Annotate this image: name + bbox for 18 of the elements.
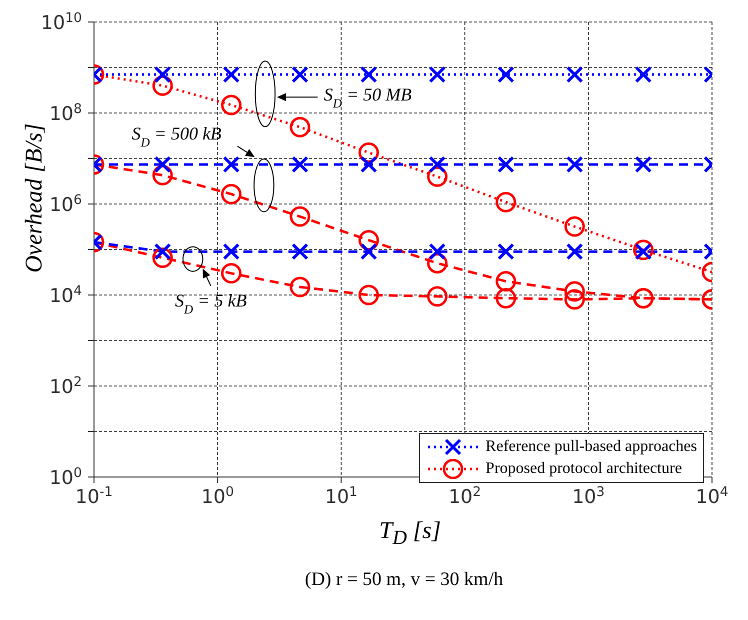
x-tick-label: 10$^{2}$ — [448, 484, 482, 508]
legend-label: Reference pull-based approaches — [486, 438, 697, 455]
x-tick-label: 10$^{4}$ — [696, 484, 728, 508]
text: (D) r = 50 m, v = 30 km/h — [304, 569, 504, 590]
y-tick-label: 10$^{8}$ — [49, 102, 82, 125]
y-tick-label: 10$^{2}$ — [49, 374, 82, 398]
annotation: S$_{D}$ = 500 kB — [132, 123, 222, 150]
y-tick-label: 10$^{6}$ — [49, 192, 82, 216]
y-tick-label: 10$^{4}$ — [49, 284, 82, 307]
x-tick-label: 10$^{3}$ — [572, 484, 605, 508]
legend-label: Proposed protocol architecture — [486, 460, 682, 477]
annotation: S$_{D}$ = 5 kB — [174, 290, 247, 316]
x-axis-title: T$_{D}$ [s] — [379, 518, 441, 549]
x-tick-label: 10$^{1}$ — [324, 484, 358, 508]
x-tick-label: 10$^{0}$ — [201, 484, 234, 508]
y-axis-title: Overhead [B/s] — [22, 123, 48, 273]
y-tick-label: 10$^{10}$ — [40, 10, 82, 34]
annotation: S$_{D}$ = 50 MB — [324, 84, 412, 110]
